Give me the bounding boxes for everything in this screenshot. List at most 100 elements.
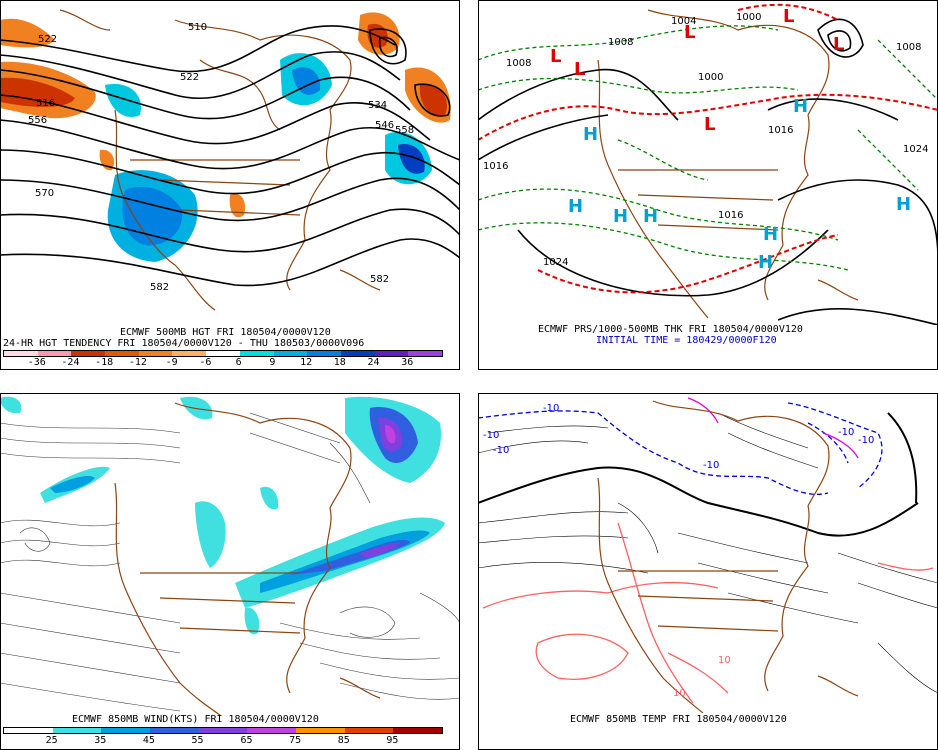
low-pressure-marker: L (833, 34, 844, 55)
isobar-label: 1004 (671, 16, 696, 27)
coastlines (59, 9, 381, 311)
caption-line-1: ECMWF 500MB HGT FRI 180504/0000V120 (120, 327, 331, 338)
colorbar-swatch (4, 728, 53, 733)
panel-border-left-bl (0, 393, 1, 750)
isotherm-labels: -10 -10 -10 -10 -10 -10 10 10 (483, 403, 874, 699)
isobar-label: 1000 (736, 12, 761, 23)
colorbar-swatch (408, 351, 442, 356)
high-pressure-marker: H (763, 224, 778, 245)
panel-850mb-temp: -10 -10 -10 -10 -10 -10 10 10 ECMWF 850M… (478, 393, 938, 750)
colorbar-swatch (105, 351, 139, 356)
contour-label: 582 (370, 274, 389, 285)
panel-border-top-br (478, 393, 938, 394)
colorbar-tick: 45 (142, 735, 155, 746)
isobar-label: 1008 (506, 58, 531, 69)
colorbar-swatch (340, 351, 375, 356)
isotherm-label: -10 (703, 460, 719, 471)
high-pressure-marker: H (583, 124, 598, 145)
colorbar-swatch (138, 351, 173, 356)
low-pressure-marker: L (684, 22, 695, 43)
map-500mb-height: 522 516 556 570 510 522 534 546 558 582 … (0, 9, 460, 311)
isobar-label: 1016 (483, 161, 508, 172)
isotherm-label: -10 (838, 427, 854, 438)
colorbar-swatch (374, 351, 409, 356)
panel-border-top-bl (0, 393, 460, 394)
isotherm-label: 10 (718, 655, 731, 666)
isotherm-label: -10 (543, 403, 559, 414)
contour-label: 516 (36, 98, 55, 109)
contour-label: 522 (180, 72, 199, 83)
colorbar-tick: -9 (165, 357, 178, 368)
height-contour-labels: 522 516 556 570 510 522 534 546 558 582 … (28, 22, 414, 293)
low-pressure-marker: L (783, 6, 794, 27)
colorbar-tick: 24 (367, 357, 380, 368)
colorbar-ticks: 25 35 45 55 65 75 85 95 (3, 735, 441, 747)
colorbar-swatch (4, 351, 38, 356)
isotherm-label: -10 (493, 445, 509, 456)
panel-border-right-tl (459, 0, 460, 370)
colorbar-tick: 55 (191, 735, 204, 746)
low-centers: L L L L L L (550, 6, 844, 135)
colorbar-tick: 9 (269, 357, 276, 368)
high-pressure-marker: H (613, 206, 628, 227)
colorbar-ticks: -36 -24 -18 -12 -9 -6 6 9 12 18 24 36 (3, 357, 441, 369)
high-pressure-marker: H (793, 96, 808, 117)
colorbar-swatch (296, 728, 345, 733)
cold-isotherms (478, 402, 883, 495)
colorbar-swatch (307, 351, 341, 356)
isobar-label: 1008 (896, 42, 921, 53)
zero-isotherm (478, 412, 919, 537)
panel-pressure-thickness: 1008 1008 1004 1000 1000 1008 1016 1024 … (478, 0, 938, 370)
thickness-green (478, 25, 938, 271)
colorbar-tick: 65 (240, 735, 253, 746)
contour-label: 558 (395, 125, 414, 136)
isobar-label: 1016 (718, 210, 743, 221)
panel-border-left-br (478, 393, 479, 750)
isobar-label: 1000 (698, 72, 723, 83)
panel-border-left-tl (0, 0, 1, 370)
colorbar-tick: 85 (337, 735, 350, 746)
colorbar-swatch (37, 351, 72, 356)
colorbar-tick: 75 (289, 735, 302, 746)
isobars (478, 18, 938, 325)
colorbar-tick: 25 (45, 735, 58, 746)
coastlines (597, 400, 859, 713)
high-pressure-marker: H (758, 252, 773, 273)
colorbar-swatch (239, 351, 274, 356)
colorbar-swatch (150, 728, 199, 733)
high-pressure-marker: H (643, 206, 658, 227)
low-pressure-marker: L (550, 46, 561, 67)
low-pressure-marker: L (704, 114, 715, 135)
colorbar-tick: 12 (300, 357, 313, 368)
colorbar-tendency (3, 350, 443, 357)
panel-850mb-wind: ECMWF 850MB WIND(KTS) FRI 180504/0000V12… (0, 393, 460, 750)
caption-line-1: ECMWF 850MB TEMP FRI 180504/0000V120 (570, 714, 787, 725)
panel-border-right-bl (459, 393, 460, 750)
height-contours (0, 25, 460, 287)
panel-border-left-tr (478, 0, 479, 370)
colorbar-tick: -24 (61, 357, 80, 368)
colorbar-swatch (393, 728, 443, 733)
colorbar-tick: 18 (333, 357, 346, 368)
colorbar-swatch (206, 351, 240, 356)
contour-label: 522 (38, 34, 57, 45)
map-pressure-thickness: 1008 1008 1004 1000 1000 1008 1016 1024 … (478, 3, 938, 325)
panel-500mb-height: 522 516 556 570 510 522 534 546 558 582 … (0, 0, 460, 370)
colorbar-tick: 6 (235, 357, 242, 368)
contour-label: 510 (188, 22, 207, 33)
isobar-label: 1024 (543, 257, 568, 268)
streamlines (0, 412, 460, 712)
colorbar-swatch (247, 728, 297, 733)
pressure-labels: 1008 1008 1004 1000 1000 1008 1016 1024 … (483, 12, 928, 268)
colorbar-tick: -18 (95, 357, 114, 368)
colorbar-swatch (198, 728, 248, 733)
panel-border-tr (478, 0, 938, 1)
wind-speed-fill (0, 396, 445, 635)
contour-label: 570 (35, 188, 54, 199)
isotherm-label: -10 (483, 430, 499, 441)
isobar-label: 1016 (768, 125, 793, 136)
caption-line-1: ECMWF PRS/1000-500MB THK FRI 180504/0000… (538, 324, 803, 335)
isobar-label: 1008 (608, 37, 633, 48)
colorbar-tick: 36 (401, 357, 414, 368)
isotherm-label: 10 (673, 688, 686, 699)
